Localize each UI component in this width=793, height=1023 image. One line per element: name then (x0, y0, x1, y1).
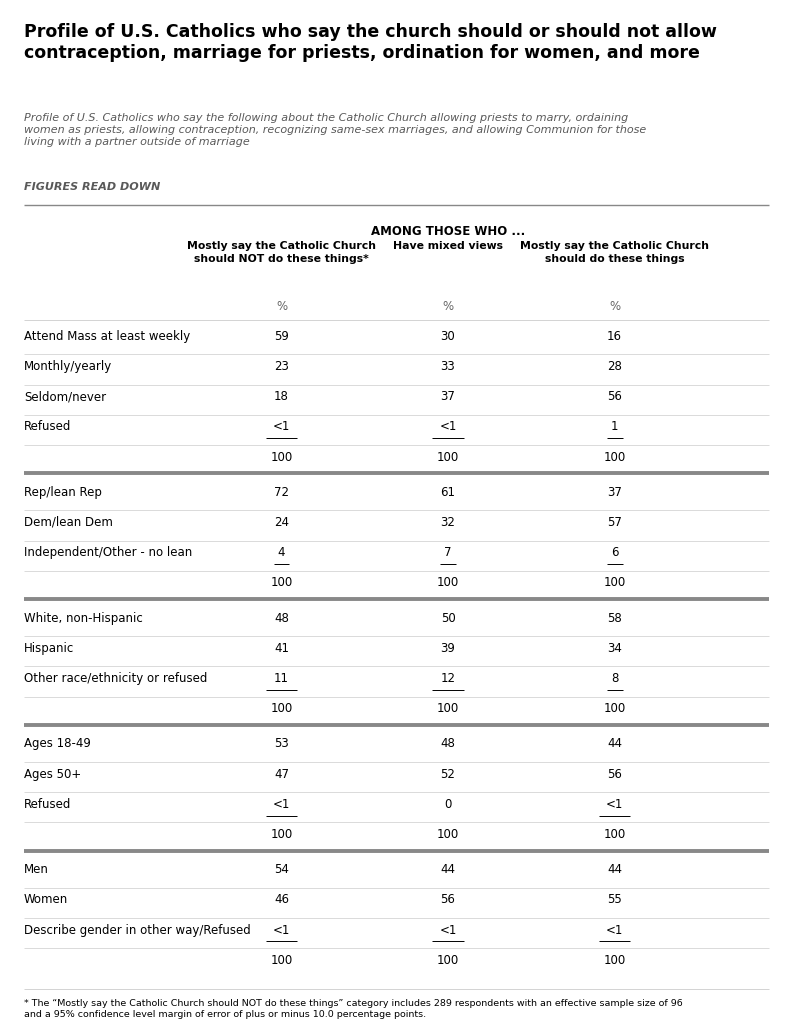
Text: <1: <1 (273, 924, 290, 937)
Text: 28: 28 (607, 360, 622, 373)
Text: 33: 33 (441, 360, 455, 373)
Text: 56: 56 (607, 390, 622, 403)
Text: 39: 39 (441, 641, 455, 655)
Text: * The “Mostly say the Catholic Church should NOT do these things” category inclu: * The “Mostly say the Catholic Church sh… (24, 998, 683, 1019)
Text: 12: 12 (441, 672, 455, 685)
Text: 100: 100 (603, 576, 626, 589)
Text: 100: 100 (603, 828, 626, 841)
Text: 100: 100 (437, 576, 459, 589)
Text: Monthly/yearly: Monthly/yearly (24, 360, 112, 373)
Text: %: % (609, 300, 620, 313)
Text: 100: 100 (437, 953, 459, 967)
Text: Describe gender in other way/Refused: Describe gender in other way/Refused (24, 924, 251, 937)
Text: Attend Mass at least weekly: Attend Mass at least weekly (24, 329, 190, 343)
Text: 100: 100 (437, 828, 459, 841)
Text: %: % (442, 300, 454, 313)
Text: 47: 47 (274, 767, 289, 781)
Text: 41: 41 (274, 641, 289, 655)
Text: White, non-Hispanic: White, non-Hispanic (24, 612, 143, 625)
Text: 100: 100 (603, 702, 626, 715)
Text: 1: 1 (611, 420, 619, 434)
Text: 44: 44 (607, 738, 622, 751)
Text: <1: <1 (606, 924, 623, 937)
Text: 100: 100 (603, 953, 626, 967)
Text: Men: Men (24, 863, 48, 877)
Text: 59: 59 (274, 329, 289, 343)
Text: 100: 100 (270, 702, 293, 715)
Text: <1: <1 (273, 420, 290, 434)
Text: 100: 100 (603, 450, 626, 463)
Text: 57: 57 (607, 516, 622, 529)
Text: <1: <1 (439, 420, 457, 434)
Text: 6: 6 (611, 546, 619, 560)
Text: 24: 24 (274, 516, 289, 529)
Text: Refused: Refused (24, 420, 71, 434)
Text: 50: 50 (441, 612, 455, 625)
Text: Have mixed views: Have mixed views (393, 241, 503, 252)
Text: 48: 48 (441, 738, 455, 751)
Text: 100: 100 (437, 450, 459, 463)
Text: 58: 58 (607, 612, 622, 625)
Text: Ages 50+: Ages 50+ (24, 767, 81, 781)
Text: 7: 7 (444, 546, 452, 560)
Text: 44: 44 (441, 863, 455, 877)
Text: <1: <1 (273, 798, 290, 811)
Text: Mostly say the Catholic Church
should NOT do these things*: Mostly say the Catholic Church should NO… (187, 241, 376, 264)
Text: 16: 16 (607, 329, 622, 343)
Text: 8: 8 (611, 672, 619, 685)
Text: 0: 0 (444, 798, 452, 811)
Text: 23: 23 (274, 360, 289, 373)
Text: Other race/ethnicity or refused: Other race/ethnicity or refused (24, 672, 207, 685)
Text: 54: 54 (274, 863, 289, 877)
Text: 56: 56 (441, 893, 455, 906)
Text: 72: 72 (274, 486, 289, 499)
Text: FIGURES READ DOWN: FIGURES READ DOWN (24, 182, 160, 192)
Text: 44: 44 (607, 863, 622, 877)
Text: Dem/lean Dem: Dem/lean Dem (24, 516, 113, 529)
Text: 18: 18 (274, 390, 289, 403)
Text: Profile of U.S. Catholics who say the following about the Catholic Church allowi: Profile of U.S. Catholics who say the fo… (24, 113, 646, 147)
Text: 11: 11 (274, 672, 289, 685)
Text: 32: 32 (441, 516, 455, 529)
Text: %: % (276, 300, 287, 313)
Text: 37: 37 (441, 390, 455, 403)
Text: 100: 100 (270, 576, 293, 589)
Text: 30: 30 (441, 329, 455, 343)
Text: <1: <1 (606, 798, 623, 811)
Text: 46: 46 (274, 893, 289, 906)
Text: Refused: Refused (24, 798, 71, 811)
Text: Hispanic: Hispanic (24, 641, 74, 655)
Text: 34: 34 (607, 641, 622, 655)
Text: AMONG THOSE WHO ...: AMONG THOSE WHO ... (371, 225, 525, 238)
Text: <1: <1 (439, 924, 457, 937)
Text: 52: 52 (441, 767, 455, 781)
Text: 100: 100 (270, 828, 293, 841)
Text: Ages 18-49: Ages 18-49 (24, 738, 90, 751)
Text: Seldom/never: Seldom/never (24, 390, 106, 403)
Text: Mostly say the Catholic Church
should do these things: Mostly say the Catholic Church should do… (520, 241, 709, 264)
Text: 61: 61 (441, 486, 455, 499)
Text: 4: 4 (278, 546, 285, 560)
Text: Women: Women (24, 893, 68, 906)
Text: 100: 100 (270, 953, 293, 967)
Text: 48: 48 (274, 612, 289, 625)
Text: 55: 55 (607, 893, 622, 906)
Text: 100: 100 (270, 450, 293, 463)
Text: 53: 53 (274, 738, 289, 751)
Text: 56: 56 (607, 767, 622, 781)
Text: 37: 37 (607, 486, 622, 499)
Text: 100: 100 (437, 702, 459, 715)
Text: Independent/Other - no lean: Independent/Other - no lean (24, 546, 192, 560)
Text: Profile of U.S. Catholics who say the church should or should not allow
contrace: Profile of U.S. Catholics who say the ch… (24, 23, 717, 62)
Text: Rep/lean Rep: Rep/lean Rep (24, 486, 102, 499)
